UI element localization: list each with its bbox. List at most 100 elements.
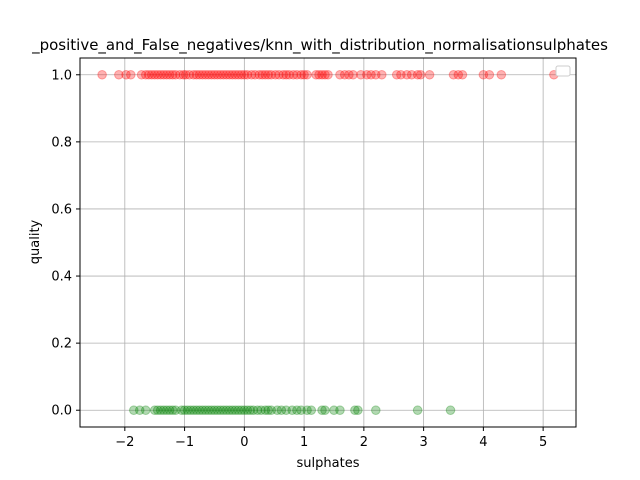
data-point: [206, 69, 217, 80]
data-point: [366, 69, 376, 80]
data-point: [203, 405, 214, 416]
data-point: [134, 405, 145, 416]
data-point: [314, 69, 324, 80]
data-point: [457, 69, 468, 80]
data-point: [391, 69, 402, 80]
data-point: [136, 69, 147, 80]
data-point: [182, 405, 193, 416]
data-point: [311, 69, 321, 80]
data-point: [203, 69, 214, 80]
data-point: [218, 69, 229, 80]
data-point: [496, 69, 507, 80]
data-point: [149, 405, 160, 416]
data-point: [348, 69, 358, 80]
data-point: [200, 405, 211, 416]
data-point: [125, 69, 136, 80]
data-point: [140, 69, 151, 80]
data-point: [248, 405, 259, 416]
data-point: [230, 405, 241, 416]
data-point: [356, 69, 366, 80]
data-point: [353, 405, 363, 416]
data-point: [281, 405, 291, 416]
data-point: [152, 405, 163, 416]
data-point: [191, 405, 202, 416]
data-point: [121, 69, 131, 80]
data-point: [167, 69, 178, 80]
data-point: [396, 69, 406, 80]
data-point: [448, 69, 459, 80]
data-point: [412, 405, 423, 416]
data-point: [323, 69, 333, 80]
data-point: [344, 69, 354, 80]
y-tick-label: 0.4: [51, 270, 72, 285]
x-tick-label: 0: [240, 435, 248, 450]
data-point: [278, 69, 288, 80]
data-point: [478, 69, 489, 80]
data-point: [242, 69, 253, 80]
data-point: [329, 405, 339, 416]
data-point: [215, 69, 226, 80]
data-point: [155, 69, 166, 80]
data-point: [263, 69, 274, 80]
data-point: [299, 69, 309, 80]
data-point: [212, 69, 223, 80]
data-point: [97, 69, 107, 80]
data-point: [292, 405, 302, 416]
data-point: [140, 405, 151, 416]
x-tick-label: 1: [300, 435, 308, 450]
data-point: [260, 69, 271, 80]
data-point: [260, 405, 271, 416]
data-point: [114, 69, 124, 80]
data-point: [242, 405, 253, 416]
data-point: [164, 69, 175, 80]
data-point: [266, 405, 277, 416]
data-point: [320, 405, 330, 416]
data-point: [376, 69, 387, 80]
data-point: [188, 69, 199, 80]
data-point: [194, 405, 205, 416]
data-point: [412, 69, 423, 80]
data-point: [335, 405, 345, 416]
data-point: [200, 69, 211, 80]
data-point: [233, 405, 244, 416]
data-point: [224, 69, 235, 80]
data-point: [155, 405, 166, 416]
data-point: [453, 69, 464, 80]
data-point: [296, 69, 306, 80]
data-point: [146, 69, 157, 80]
data-point: [197, 69, 208, 80]
data-point: [274, 69, 284, 80]
y-tick-label: 1.0: [51, 68, 72, 83]
x-axis-label: sulphates: [297, 456, 360, 471]
data-point: [221, 405, 232, 416]
data-point: [284, 69, 294, 80]
data-point: [206, 405, 217, 416]
data-point: [174, 69, 185, 80]
plot-area-frame: [79, 57, 577, 428]
data-point: [218, 405, 229, 416]
axis-ticks: −2 −1 0 1 2 3 4 5 0.0 0.2 0.4 0.6 0.8 1.0: [51, 68, 547, 450]
data-point: [230, 69, 241, 80]
data-point: [239, 405, 250, 416]
data-point: [212, 405, 223, 416]
data-point: [371, 405, 381, 416]
data-point: [215, 405, 226, 416]
data-point: [246, 69, 257, 80]
data-point: [161, 405, 172, 416]
y-tick-label: 0.2: [51, 337, 72, 352]
data-point: [317, 405, 327, 416]
data-point: [184, 69, 195, 80]
data-point: [227, 69, 238, 80]
data-point: [236, 69, 247, 80]
data-point: [292, 69, 302, 80]
data-point: [402, 69, 412, 80]
data-point: [320, 69, 330, 80]
data-point: [149, 69, 160, 80]
data-point: [176, 405, 187, 416]
x-tick-label: 2: [360, 435, 368, 450]
data-point: [281, 69, 291, 80]
data-point: [236, 405, 247, 416]
data-point: [263, 405, 274, 416]
